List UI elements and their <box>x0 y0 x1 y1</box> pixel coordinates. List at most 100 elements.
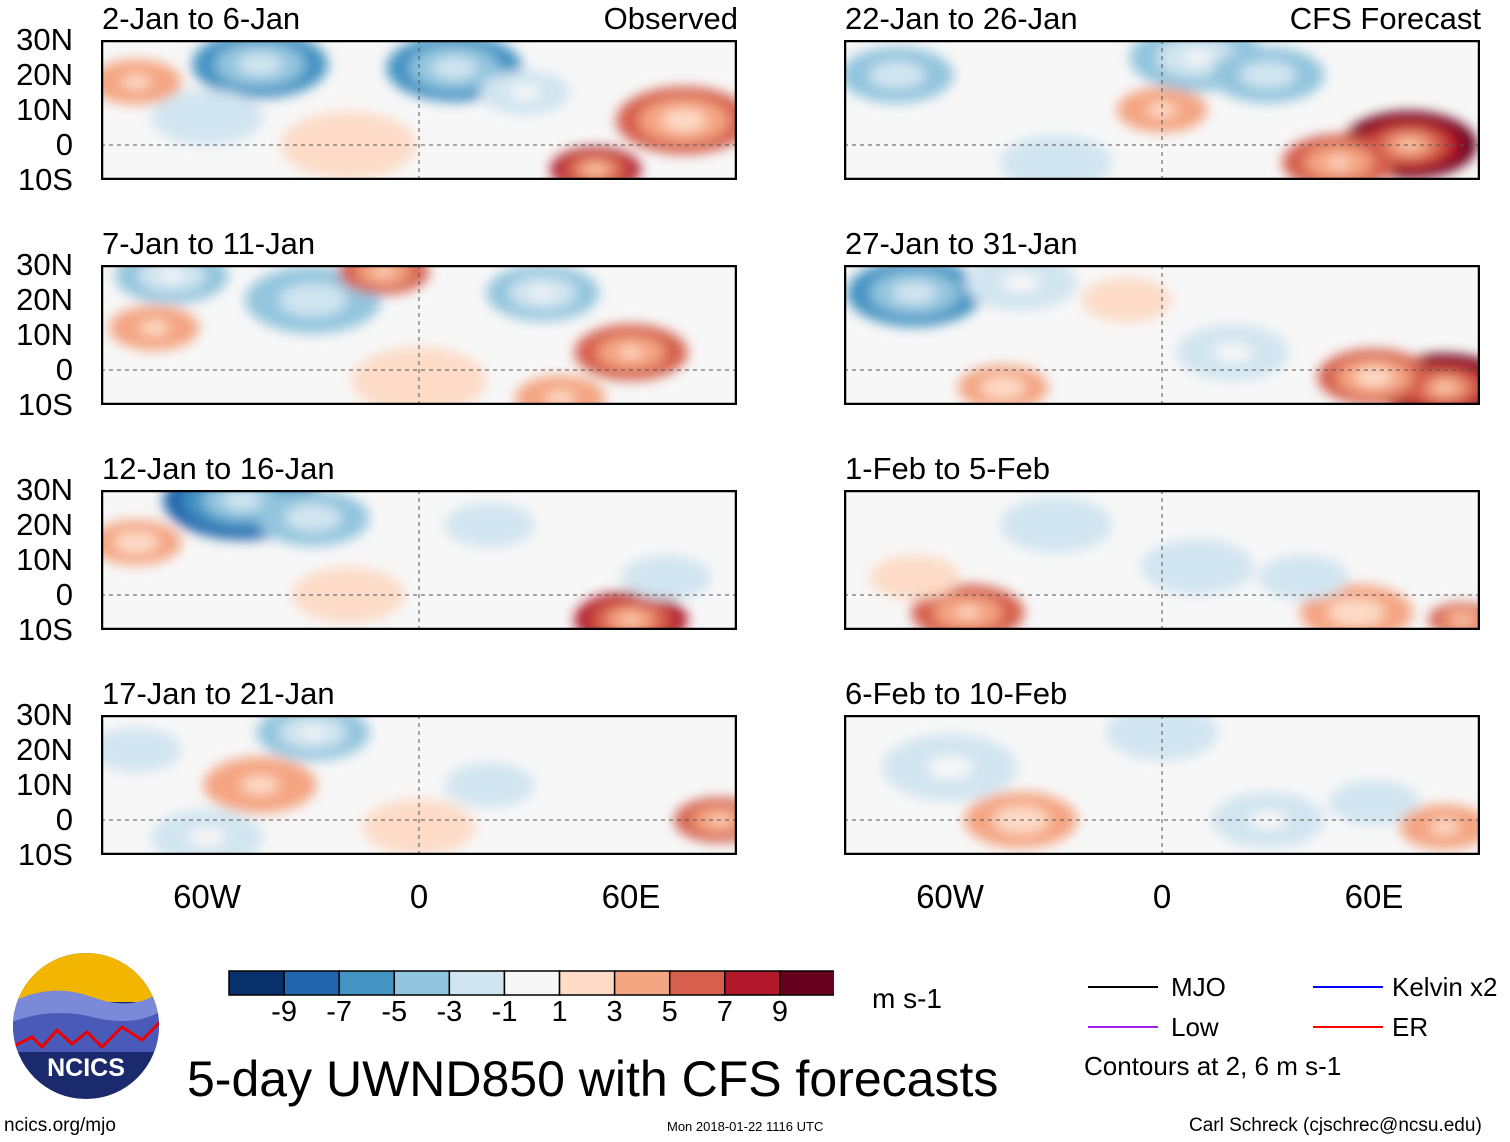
map-panel <box>844 40 1480 180</box>
panel-frame <box>844 40 1480 180</box>
legend-line-low <box>1088 1026 1158 1028</box>
anomaly-mark <box>280 111 417 179</box>
map-panel <box>844 265 1480 405</box>
panel-title: 7-Jan to 11-Jan <box>102 226 316 261</box>
lat-label: 10S <box>17 837 73 872</box>
anomaly-mark <box>121 74 152 90</box>
anomaly-mark <box>351 346 487 405</box>
ncics-logo: NCICS <box>12 952 160 1100</box>
map-panel <box>101 490 737 630</box>
panel-tag: Observed <box>603 1 738 36</box>
anomaly-mark <box>619 346 643 359</box>
colorbar-swatch <box>393 970 451 996</box>
logo-text: NCICS <box>47 1054 125 1082</box>
lat-label: 30N <box>16 247 73 282</box>
anomaly-mark <box>869 555 960 600</box>
footer-timestamp: Mon 2018-01-22 1116 UTC <box>667 1119 824 1134</box>
anomaly-mark <box>1328 780 1420 825</box>
lat-label: 20N <box>16 507 73 542</box>
colorbar-label: 9 <box>771 996 788 1028</box>
anomaly-mark <box>980 376 1026 399</box>
anomaly-mark <box>284 504 342 532</box>
map-panel <box>101 715 737 855</box>
legend-label-er: ER <box>1392 1012 1429 1042</box>
lat-label: 10S <box>17 387 73 422</box>
panel-title: 1-Feb to 5-Feb <box>845 451 1051 486</box>
panel-frame <box>101 490 737 630</box>
lon-label: 60W <box>173 878 241 915</box>
anomaly-mark <box>431 56 477 80</box>
map-panel <box>101 40 737 180</box>
anomaly-mark <box>279 283 347 317</box>
panel-title: 12-Jan to 16-Jan <box>102 451 335 486</box>
anomaly-mark <box>138 320 170 336</box>
panel-frame <box>844 490 1480 630</box>
anomaly-mark <box>1455 616 1470 623</box>
legend-line-kelvin <box>1313 986 1383 988</box>
lat-label: 20N <box>16 732 73 767</box>
anomaly-mark <box>113 531 159 554</box>
anomaly-mark <box>1429 819 1460 835</box>
anomaly-mark <box>444 762 535 808</box>
colorbar-label: -3 <box>436 996 463 1028</box>
anomaly-mark <box>622 615 640 624</box>
panel-title: 22-Jan to 26-Jan <box>845 1 1078 36</box>
panel-frame <box>101 265 737 405</box>
anomaly-mark <box>999 134 1113 180</box>
anomaly-mark <box>868 61 926 89</box>
footer-url[interactable]: ncics.org/mjo <box>4 1115 116 1136</box>
anomaly-mark <box>661 109 707 132</box>
colorbar-label: -5 <box>381 996 408 1028</box>
colorbar-unit: m s-1 <box>872 983 942 1014</box>
anomaly-mark <box>589 166 603 173</box>
anomaly-mark <box>1183 50 1211 65</box>
lat-label: 10N <box>16 92 73 127</box>
lat-label: 0 <box>55 577 73 612</box>
anomaly-mark <box>927 756 973 779</box>
colorbar-label: -9 <box>271 996 297 1028</box>
lat-label: 30N <box>16 22 73 57</box>
anomaly-mark <box>515 375 606 405</box>
anomaly-mark <box>374 267 393 277</box>
anomaly-mark <box>301 726 325 739</box>
colorbar-label: 7 <box>716 996 733 1028</box>
anomaly-mark <box>1355 367 1393 387</box>
anomaly-mark <box>1105 715 1219 761</box>
colorbar-swatch <box>668 970 726 996</box>
colorbar-swatch <box>724 970 781 996</box>
panel-frame <box>844 265 1480 405</box>
legend-label-mjo: MJO <box>1171 972 1226 1002</box>
figure-title: 5-day UWND850 with CFS forecasts <box>187 1051 999 1107</box>
panel-frame <box>101 40 737 180</box>
colorbar-swatch <box>228 970 285 996</box>
legend-line-mjo <box>1088 986 1158 988</box>
map-panel <box>844 490 1480 630</box>
anomaly-mark <box>1327 156 1350 169</box>
anomaly-mark <box>222 490 263 511</box>
lon-label: 0 <box>1152 878 1172 915</box>
panel-title: 27-Jan to 31-Jan <box>845 226 1078 261</box>
lat-label: 0 <box>55 127 73 162</box>
anomaly-mark <box>150 89 264 145</box>
lat-label: 10N <box>16 317 73 352</box>
anomaly-mark <box>531 287 554 299</box>
anomaly-mark <box>237 53 283 76</box>
anomaly-mark <box>509 85 541 100</box>
anomaly-mark <box>444 502 535 548</box>
legend-label-low: Low <box>1171 1012 1219 1042</box>
anomaly-mark <box>999 497 1113 553</box>
lat-label: 10N <box>16 767 73 802</box>
lat-label: 20N <box>16 282 73 317</box>
anomaly-mark <box>1140 539 1254 595</box>
lon-label: 60E <box>601 878 661 915</box>
lon-label: 60E <box>1344 878 1404 915</box>
colorbar-swatch <box>613 970 671 996</box>
colorbar-label: 1 <box>551 996 568 1028</box>
colorbar-label: 3 <box>606 996 623 1028</box>
map-panel <box>101 265 737 405</box>
anomaly-mark <box>1239 61 1297 89</box>
lat-label: 0 <box>55 352 73 387</box>
lat-label: 20N <box>16 57 73 92</box>
anomaly-mark <box>291 567 405 623</box>
lat-label: 0 <box>55 802 73 837</box>
